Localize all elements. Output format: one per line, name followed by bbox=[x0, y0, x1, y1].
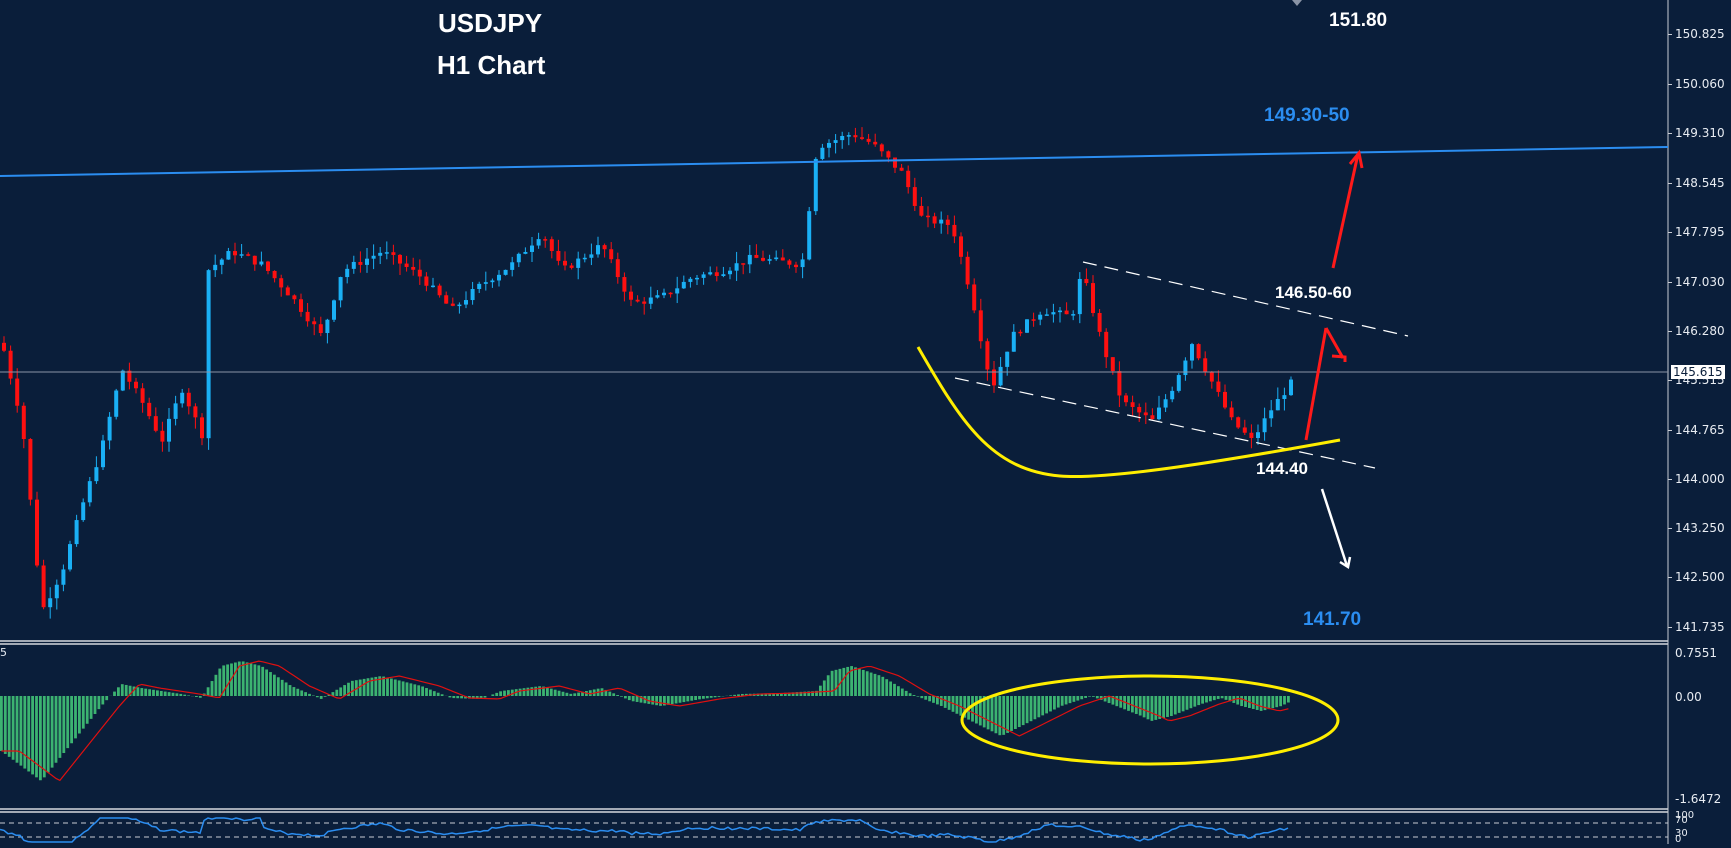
price-axis-label: 149.310 bbox=[1675, 126, 1725, 140]
price-axis-label: 144.000 bbox=[1675, 472, 1725, 486]
price-axis-label: 143.250 bbox=[1675, 521, 1725, 535]
price-axis-label: 148.545 bbox=[1675, 176, 1725, 190]
resistance-label: 149.30-50 bbox=[1264, 105, 1350, 127]
price-tick bbox=[1668, 528, 1672, 529]
price-axis-label: 146.280 bbox=[1675, 324, 1725, 338]
chart-title-timeframe: H1 Chart bbox=[437, 50, 545, 81]
price-tick bbox=[1668, 232, 1672, 233]
macd-indicator-label: 5 bbox=[0, 646, 7, 660]
target-bottom-label: 141.70 bbox=[1303, 609, 1361, 631]
support-label: 144.40 bbox=[1256, 459, 1308, 479]
price-axis-label: 141.735 bbox=[1675, 620, 1725, 634]
macd-axis-label: 0.00 bbox=[1675, 690, 1702, 704]
price-axis-label: 150.825 bbox=[1675, 27, 1725, 41]
current-price-badge: 145.615 bbox=[1671, 365, 1725, 379]
price-tick bbox=[1668, 133, 1672, 134]
rsi-axis-label: 70 bbox=[1675, 816, 1688, 826]
macd-axis-label: 0.7551 bbox=[1675, 646, 1717, 660]
price-tick bbox=[1668, 34, 1672, 35]
price-tick bbox=[1668, 183, 1672, 184]
price-tick bbox=[1668, 84, 1672, 85]
price-tick bbox=[1668, 430, 1672, 431]
price-tick bbox=[1668, 577, 1672, 578]
price-tick bbox=[1668, 627, 1672, 628]
price-axis-label: 150.060 bbox=[1675, 77, 1725, 91]
price-axis-label: 142.500 bbox=[1675, 570, 1725, 584]
price-axis-label: 144.765 bbox=[1675, 423, 1725, 437]
target-top-label: 151.80 bbox=[1329, 10, 1387, 32]
price-axis-label: 147.795 bbox=[1675, 225, 1725, 239]
price-axis-label: 147.030 bbox=[1675, 275, 1725, 289]
price-tick bbox=[1668, 479, 1672, 480]
chart-title-symbol: USDJPY bbox=[438, 8, 542, 39]
macd-axis-label: -1.6472 bbox=[1675, 792, 1721, 806]
channel-top-label: 146.50-60 bbox=[1275, 283, 1352, 303]
price-tick bbox=[1668, 282, 1672, 283]
price-tick bbox=[1668, 331, 1672, 332]
price-tick bbox=[1668, 380, 1672, 381]
